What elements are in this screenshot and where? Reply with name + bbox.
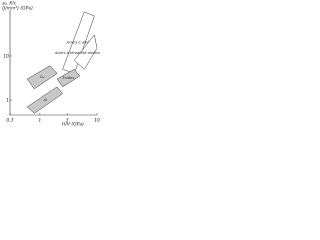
x-tick-label: 10 <box>94 118 100 124</box>
region <box>26 86 63 114</box>
y-axis-unit: (J/mm²) (GPa) <box>2 6 33 12</box>
y-tick-label: 10 <box>3 53 9 59</box>
region <box>56 68 81 88</box>
region-label: Cu <box>40 75 45 79</box>
region <box>26 65 58 90</box>
chart: a₀, KIc (J/mm²) (GPa) H/V (GPa) 0,3 1 3 10 1… <box>2 1 100 128</box>
x-tick-label: 0,3 <box>6 118 13 124</box>
region-label: Aciers à ténabilité améliorée <box>54 51 100 55</box>
x-axis-label: H/V (GPa) <box>62 122 84 128</box>
y-axis-label: a₀, KIc <box>2 1 17 7</box>
x-tick-label: 1 <box>38 118 41 124</box>
region-label: Fontes <box>63 76 75 80</box>
y-tick-label: 1 <box>6 98 9 104</box>
region-label: Al <box>43 98 47 102</box>
region <box>73 34 98 70</box>
x-tick-label: 3 <box>66 118 69 124</box>
region-label: Aciers C alliés <box>66 41 92 45</box>
